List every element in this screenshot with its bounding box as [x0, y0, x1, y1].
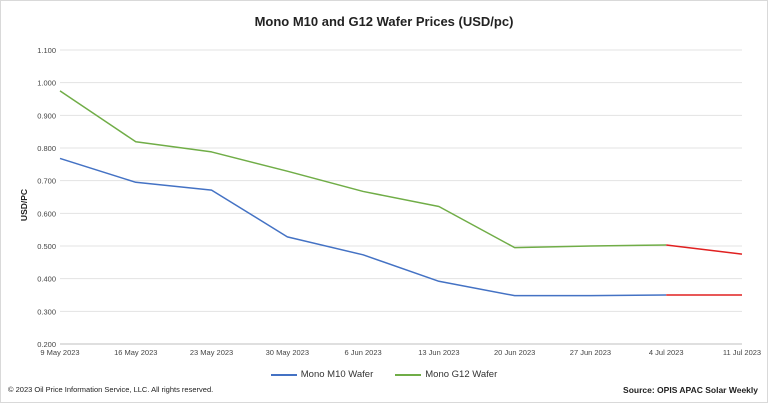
legend-swatch-g12 — [395, 373, 422, 376]
x-tick-label: 23 May 2023 — [190, 348, 233, 357]
copyright-text: © 2023 Oil Price Information Service, LL… — [8, 385, 214, 394]
source-text: Source: OPIS APAC Solar Weekly — [623, 385, 758, 395]
legend-label-m10: Mono M10 Wafer — [300, 369, 374, 380]
y-tick-label: 0.900 — [37, 111, 56, 120]
y-tick-label: 0.300 — [37, 307, 56, 316]
x-tick-label: 13 Jun 2023 — [418, 348, 459, 357]
y-tick-label: 0.600 — [37, 209, 56, 218]
legend: Mono M10 Wafer Mono G12 Wafer — [0, 369, 768, 380]
x-tick-label: 16 May 2023 — [114, 348, 157, 357]
y-tick-label: 0.400 — [37, 275, 56, 284]
y-tick-label: 0.800 — [37, 144, 56, 153]
x-tick-label: 11 Jul 2023 — [723, 348, 761, 357]
legend-item-g12: Mono G12 Wafer — [395, 369, 497, 380]
legend-item-m10: Mono M10 Wafer — [270, 369, 374, 380]
y-tick-label: 0.700 — [37, 177, 56, 186]
chart-title: Mono M10 and G12 Wafer Prices (USD/pc) — [254, 14, 514, 29]
y-tick-label: 1.000 — [37, 79, 56, 88]
series-line-g12 — [59, 90, 667, 249]
y-tick-label: 1.100 — [37, 46, 56, 55]
x-tick-label: 27 Jun 2023 — [570, 348, 611, 357]
y-tick-label: 0.500 — [37, 242, 56, 251]
legend-label-g12: Mono G12 Wafer — [425, 369, 498, 380]
x-tick-label: 4 Jul 2023 — [649, 348, 684, 357]
y-tick-label: 0.200 — [37, 340, 56, 349]
x-tick-label: 6 Jun 2023 — [345, 348, 382, 357]
x-tick-label: 30 May 2023 — [266, 348, 309, 357]
series-line-m10 — [59, 157, 667, 297]
x-tick-label: 9 May 2023 — [40, 348, 79, 357]
x-tick-label: 20 Jun 2023 — [494, 348, 535, 357]
legend-swatch-m10 — [270, 373, 297, 376]
series-highlight-g12 — [666, 244, 743, 255]
